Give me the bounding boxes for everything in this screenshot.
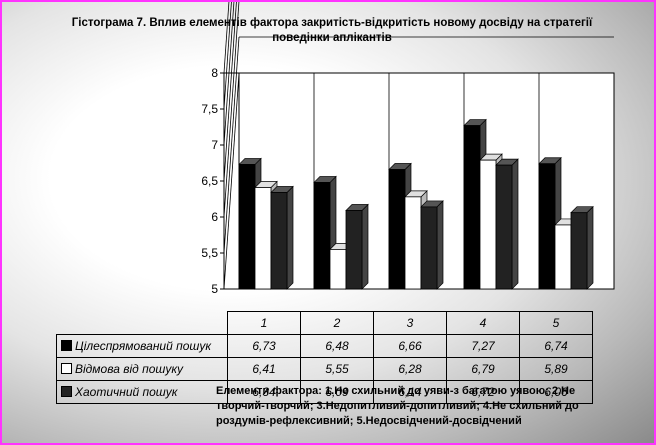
category-label: 3 <box>373 311 447 335</box>
data-value: 6,41 <box>227 357 301 381</box>
bar <box>329 248 347 290</box>
legend-swatch <box>61 386 72 397</box>
y-tick-label: 6 <box>211 210 218 224</box>
bar-side <box>511 158 519 290</box>
series-label-cell: Відмова від пошуку <box>56 357 228 381</box>
bar <box>254 187 272 290</box>
blank-cell <box>57 312 228 335</box>
bar <box>495 164 513 290</box>
data-value: 7,27 <box>446 334 520 358</box>
series-label-cell: Цілеспрямований пошук <box>56 334 228 358</box>
y-tick-label: 8 <box>211 66 218 80</box>
factor-note: Елементи фактора: 1.Не схильний до уяви-… <box>216 385 579 427</box>
y-grid-diag <box>223 72 240 290</box>
category-label: 4 <box>446 311 520 335</box>
bar <box>570 212 588 290</box>
bar <box>238 164 256 290</box>
series-label-cell: Хаотичний пошук <box>56 380 228 404</box>
legend-swatch <box>61 340 72 351</box>
y-tick-label: 5 <box>211 282 218 296</box>
data-value: 6,66 <box>373 334 447 358</box>
bar <box>538 163 556 290</box>
bar <box>388 169 406 290</box>
y-tick-label: 7 <box>211 138 218 152</box>
bar <box>554 224 572 290</box>
data-value: 6,34 <box>227 380 301 404</box>
series-row: Цілеспрямований пошук 6,73 6,48 6,66 7,27 6,7… <box>56 334 593 358</box>
bar <box>270 192 288 290</box>
bar-side <box>286 185 294 290</box>
series-name: Цілеспрямований пошук <box>75 339 212 353</box>
legend-swatch <box>61 363 72 374</box>
bar-side <box>361 203 369 290</box>
y-grid-diag <box>223 2 230 74</box>
category-label: 1 <box>227 311 301 335</box>
series-row: Відмова від пошуку 6,41 5,55 6,28 6,79 5,89 <box>56 357 593 381</box>
data-value: 6,28 <box>373 357 447 381</box>
bar-side <box>436 200 444 290</box>
category-label: 5 <box>519 311 593 335</box>
y-grid-diag <box>223 2 232 110</box>
data-value: 6,09 <box>300 380 374 404</box>
series-name: Відмова від пошуку <box>75 362 184 376</box>
bar <box>463 125 481 290</box>
bar <box>404 196 422 290</box>
bar <box>345 210 363 290</box>
data-value: 6,73 <box>227 334 301 358</box>
data-value: 6,79 <box>446 357 520 381</box>
y-grid-diag <box>223 2 240 218</box>
chart-title: Гістограма 7. Вплив елементів фактора за… <box>71 17 593 44</box>
y-grid-diag <box>223 36 240 254</box>
y-grid-diag <box>223 2 237 182</box>
bar <box>479 159 497 290</box>
series-name: Хаотичний пошук <box>75 385 178 399</box>
bar <box>420 206 438 290</box>
series-row: Хаотичний пошук 6,34 6,09 6,14 6,72 6,06 <box>56 380 593 404</box>
data-value: 6,48 <box>300 334 374 358</box>
y-tick-label: 6,5 <box>201 174 218 188</box>
bar <box>313 182 331 290</box>
data-value: 6,72 <box>446 380 520 404</box>
y-tick-label: 5,5 <box>201 246 218 260</box>
data-table: 1 2 3 4 5 Цілеспрямований пошук 6,73 6,48 6,66 7,… <box>56 311 593 404</box>
y-grid-diag <box>223 2 235 146</box>
data-value: 5,55 <box>300 357 374 381</box>
data-value: 6,06 <box>519 380 593 404</box>
data-value: 6,74 <box>519 334 593 358</box>
data-value: 6,14 <box>373 380 447 404</box>
category-label: 2 <box>300 311 374 335</box>
y-tick-label: 7,5 <box>201 102 218 116</box>
data-value: 5,89 <box>519 357 593 381</box>
bar-side <box>586 205 594 290</box>
